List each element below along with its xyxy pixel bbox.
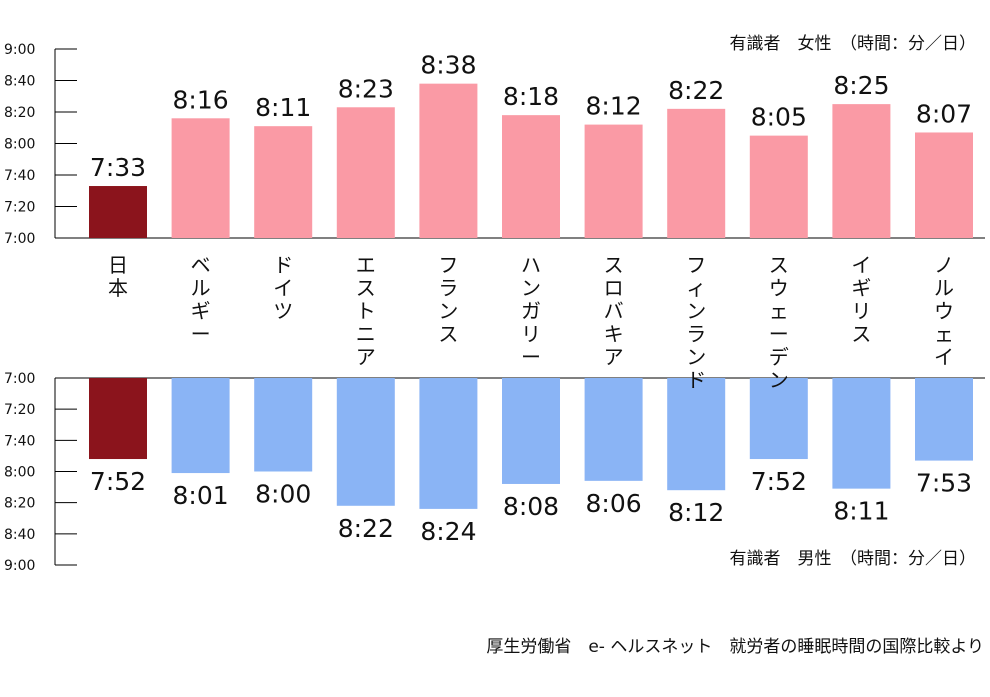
male-value-label: 7:52 [751, 467, 807, 496]
male-value-label: 7:53 [916, 469, 972, 498]
female-y-tick-label: 8:40 [4, 74, 35, 90]
female-value-label: 8:16 [173, 85, 229, 114]
male-y-tick-label: 7:40 [4, 433, 35, 449]
country-labels: 日本 ベルギー ドイツ エストニア フランス ハンガリー スロバキア フィンランド スウェーデン… [108, 253, 954, 392]
country-label: イギリス [851, 253, 871, 346]
country-label: ドイツ [273, 253, 293, 323]
female-chart-title: 有識者 女性 （時間：分／日） [730, 34, 977, 54]
female-bar [419, 83, 478, 239]
male-chart-title: 有識者 男性 （時間：分／日） [730, 549, 977, 569]
male-bar [667, 378, 726, 491]
female-bar [832, 104, 891, 238]
female-y-tick-label: 7:20 [4, 200, 35, 216]
female-value-label: 8:38 [420, 51, 476, 80]
country-label: ハンガリー [521, 253, 541, 369]
country-label: フランス [438, 253, 458, 346]
female-bar [915, 132, 973, 238]
female-value-label: 8:07 [916, 99, 972, 128]
male-y-tick-label: 8:40 [4, 527, 35, 543]
male-value-label: 8:24 [420, 517, 476, 546]
female-y-tick-label: 9:00 [4, 42, 35, 58]
male-y-tick-label: 8:00 [4, 465, 35, 481]
male-value-label: 8:12 [668, 498, 724, 527]
female-bar [584, 124, 643, 238]
male-value-label: 8:08 [503, 492, 559, 521]
female-y-tick-label: 8:00 [4, 137, 35, 153]
country-label: スウェーデン [769, 253, 789, 392]
female-bar [667, 108, 726, 238]
male-bar [171, 378, 230, 474]
male-y-tick-label: 9:00 [4, 558, 35, 574]
male-value-label: 8:22 [338, 514, 394, 543]
female-value-label: 8:25 [833, 71, 889, 100]
country-label: スロバキア [604, 253, 624, 369]
male-bar [915, 378, 973, 461]
female-y-tick-label: 8:20 [4, 105, 35, 121]
female-chart: 7:00 7:20 7:40 8:00 8:20 8:40 9:00 7:33 8:16 8:11… [4, 42, 985, 247]
male-bar [419, 378, 478, 509]
male-bar [336, 378, 395, 506]
female-bar [749, 135, 808, 238]
female-bar [254, 126, 313, 238]
country-label: ベルギー [191, 253, 211, 346]
female-bar [502, 115, 560, 238]
female-value-label: 8:11 [255, 93, 311, 122]
male-y-tick-label: 7:20 [4, 402, 35, 418]
male-bar [749, 378, 808, 460]
male-value-label: 8:06 [586, 489, 642, 518]
male-y-tick-label: 8:20 [4, 496, 35, 512]
male-bar [502, 378, 560, 484]
female-bar [336, 107, 395, 239]
male-y-tick-label: 7:00 [4, 371, 35, 387]
male-bar [584, 378, 643, 481]
source-note: 厚生労働省 e- ヘルスネット 就労者の睡眠時間の国際比較より [486, 637, 984, 657]
male-bar [832, 378, 891, 489]
country-label: エストニア [356, 253, 376, 369]
female-value-label: 8:22 [668, 76, 724, 105]
male-bar [89, 378, 147, 460]
male-value-label: 8:01 [173, 481, 229, 510]
female-value-label: 8:18 [503, 82, 559, 111]
country-label: 日本 [108, 253, 128, 300]
male-value-label: 8:11 [833, 497, 889, 526]
male-value-label: 8:00 [255, 480, 311, 509]
female-y-tick-label: 7:40 [4, 168, 35, 184]
female-value-label: 8:12 [586, 92, 642, 121]
female-y-tick-label: 7:00 [4, 231, 35, 247]
male-bar [254, 378, 313, 472]
female-value-label: 7:33 [90, 153, 146, 182]
country-label: ノルウェイ [934, 253, 954, 369]
female-bar [89, 186, 147, 238]
country-label: フィンランド [686, 253, 706, 392]
male-chart: 7:00 7:20 7:40 8:00 8:20 8:40 9:00 7:52 8:01 8:00… [4, 371, 985, 574]
female-bar [171, 118, 230, 238]
female-value-label: 8:05 [751, 103, 807, 132]
female-value-label: 8:23 [338, 74, 394, 103]
male-value-label: 7:52 [90, 467, 146, 496]
